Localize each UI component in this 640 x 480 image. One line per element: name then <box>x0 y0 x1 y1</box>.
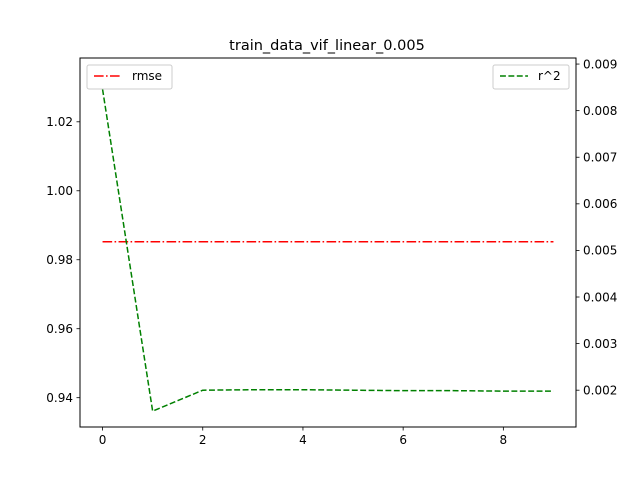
legend-rmse-label: rmse <box>132 69 162 83</box>
right-tick-label: 0.004 <box>583 290 617 304</box>
x-tick-label: 4 <box>299 433 307 447</box>
right-tick-label: 0.008 <box>583 104 617 118</box>
right-tick-label: 0.006 <box>583 197 617 211</box>
left-tick-label: 0.96 <box>46 322 73 336</box>
x-tick-label: 6 <box>399 433 407 447</box>
series-line-r2 <box>101 89 554 412</box>
right-tick-label: 0.002 <box>583 383 617 397</box>
legend-r2-label: r^2 <box>538 69 561 83</box>
x-tick-label: 0 <box>99 433 107 447</box>
left-tick-label: 0.94 <box>46 391 73 405</box>
x-tick-label: 8 <box>500 433 508 447</box>
right-tick-label: 0.009 <box>583 57 617 71</box>
series-layer <box>101 89 554 412</box>
x-axis: 0 2 4 6 8 <box>99 427 507 447</box>
legend-left: rmse <box>86 64 173 90</box>
plot-area <box>79 57 577 428</box>
left-tick-label: 0.98 <box>46 253 73 267</box>
left-tick-label: 1.02 <box>46 115 73 129</box>
legend-right-box <box>492 64 570 90</box>
right-tick-label: 0.007 <box>583 151 617 165</box>
legend-left-box <box>86 64 173 90</box>
right-tick-label: 0.003 <box>583 337 617 351</box>
right-tick-label: 0.005 <box>583 244 617 258</box>
left-tick-label: 1.00 <box>46 184 73 198</box>
legend-right: r^2 <box>492 64 570 90</box>
left-y-axis: 0.94 0.96 0.98 1.00 1.02 <box>46 115 80 405</box>
right-y-axis: 0.002 0.003 0.004 0.005 0.006 0.007 0.008 0.009 <box>576 57 617 397</box>
chart-title: train_data_vif_linear_0.005 <box>229 38 425 54</box>
x-tick-label: 2 <box>199 433 207 447</box>
